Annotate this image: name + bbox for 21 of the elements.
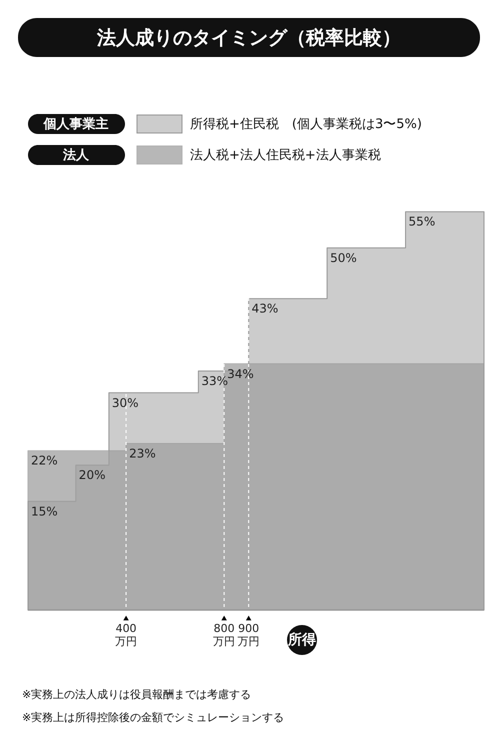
data-label: 30% xyxy=(112,396,139,410)
x-tick-label: 400 万円 xyxy=(115,622,138,648)
data-label: 34% xyxy=(227,366,254,381)
x-tick-label: 800 万円 xyxy=(213,622,236,648)
chart-title: 法人成りのタイミング（税率比較） xyxy=(96,27,401,49)
data-label: 20% xyxy=(78,468,106,482)
legend-label: 法人税+法人住民税+法人事業税 xyxy=(190,148,381,163)
data-label: 15% xyxy=(31,504,58,518)
x-axis-title: 所得 xyxy=(287,632,316,648)
text: ※実務上の法人成りは役員報酬までは考慮する xyxy=(22,688,252,701)
data-label: 22% xyxy=(31,454,58,468)
legend-label: 所得税+住民税 (個人事業税は3〜5%) xyxy=(190,117,422,132)
text: 個人事業主 xyxy=(42,116,108,132)
text: 法人 xyxy=(62,148,90,163)
data-label: 43% xyxy=(252,302,278,316)
text: ※実務上は所得控除後の金額でシミュレーションする xyxy=(22,711,284,724)
data-label: 33% xyxy=(201,374,228,388)
data-label: 50% xyxy=(330,250,357,265)
data-label: 55% xyxy=(408,214,436,229)
data-label: 23% xyxy=(129,446,156,460)
x-tick-label: 900 万円 xyxy=(238,622,260,648)
